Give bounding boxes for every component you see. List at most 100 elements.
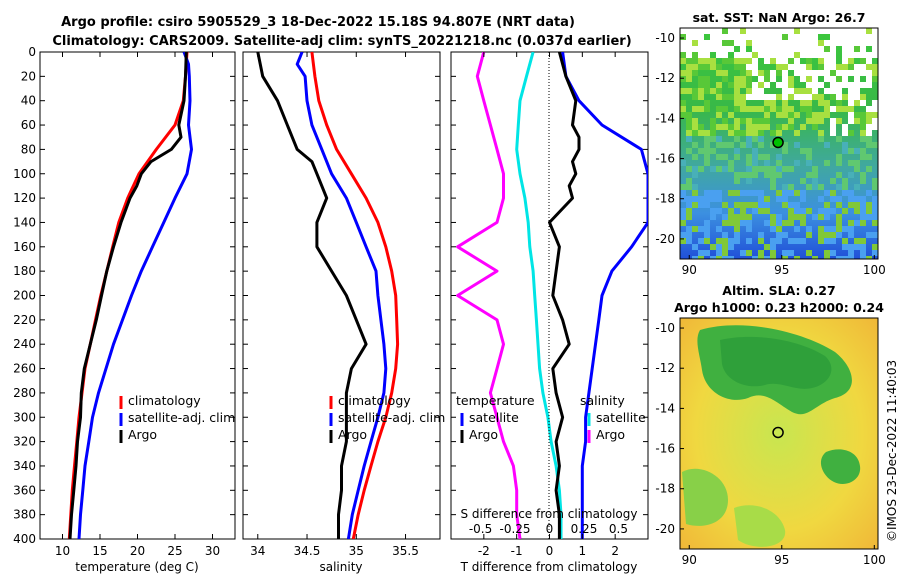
sst-cell: [872, 202, 878, 208]
sst-cell: [794, 112, 800, 118]
sst-cell: [860, 238, 866, 244]
sst-cell: [692, 52, 698, 58]
sst-cell: [740, 52, 746, 58]
legend-label-s-argo: Argo: [596, 427, 625, 442]
sst-cell: [866, 34, 872, 40]
sst-cell: [866, 82, 872, 88]
sst-cell: [728, 112, 734, 118]
sst-cell: [776, 226, 782, 232]
legend-label-satellite: satellite-adj. clim: [128, 410, 235, 425]
sst-cell: [746, 250, 752, 256]
sst-cell: [752, 94, 758, 100]
series-line-s-satellite-diff: [515, 52, 563, 539]
sst-cell: [704, 64, 710, 70]
sst-cell: [782, 40, 788, 46]
sst-cell: [806, 250, 812, 256]
series-line-climatology: [310, 52, 400, 539]
temperature-xlabel: temperature (deg C): [75, 560, 198, 574]
sst-cell: [800, 148, 806, 154]
x-tick-label: 10: [55, 544, 70, 558]
legend-label-s-satellite: satellite: [596, 410, 646, 425]
sst-cell: [788, 40, 794, 46]
sst-cell: [842, 184, 848, 190]
sst-cell: [746, 202, 752, 208]
sst-cell: [830, 124, 836, 130]
map-y-tick-label: -20: [655, 232, 675, 246]
y-tick-label: 140: [13, 215, 36, 229]
sst-cell: [770, 250, 776, 256]
sst-cell: [818, 112, 824, 118]
sst-cell: [782, 196, 788, 202]
sst-cell: [818, 208, 824, 214]
sst-cell: [776, 196, 782, 202]
sst-cell: [692, 256, 698, 259]
sst-cell: [722, 106, 728, 112]
sst-cell: [842, 106, 848, 112]
sst-cell: [830, 64, 836, 70]
sst-cell: [722, 70, 728, 76]
difference-lines: [456, 52, 648, 539]
sst-cell: [842, 58, 848, 64]
sdiff-tick-labels: -0.5 -0.25 0 0.25 0.5: [469, 522, 628, 536]
sst-cell: [818, 58, 824, 64]
sst-cell: [746, 214, 752, 220]
sst-cell: [704, 196, 710, 202]
sst-cell: [746, 106, 752, 112]
sst-cell: [818, 130, 824, 136]
sst-cell: [830, 76, 836, 82]
sst-cell: [704, 130, 710, 136]
sst-cell: [836, 64, 842, 70]
sst-cell: [776, 46, 782, 52]
sst-cell: [752, 154, 758, 160]
sst-cell: [704, 58, 710, 64]
sst-cell: [842, 28, 848, 34]
sst-cell: [698, 130, 704, 136]
sst-cell: [764, 220, 770, 226]
sst-cell: [788, 46, 794, 52]
sst-cell: [872, 46, 878, 52]
sst-cell: [686, 118, 692, 124]
sst-cell: [686, 178, 692, 184]
sst-cell: [860, 172, 866, 178]
sst-cell: [800, 64, 806, 70]
sst-cell: [770, 172, 776, 178]
sdiff-tick-label: 0.25: [571, 522, 598, 536]
sst-cell: [842, 142, 848, 148]
sst-cell: [716, 46, 722, 52]
sst-cell: [716, 94, 722, 100]
sst-cell: [740, 40, 746, 46]
sst-cell: [854, 112, 860, 118]
map-y-tick-label: -14: [655, 401, 675, 415]
sst-cell: [860, 112, 866, 118]
sst-cell: [860, 58, 866, 64]
sst-cell: [698, 196, 704, 202]
sst-cell: [752, 70, 758, 76]
sst-cell: [680, 184, 686, 190]
sst-cell: [872, 178, 878, 184]
sst-cell: [734, 34, 740, 40]
sst-cell: [866, 154, 872, 160]
sst-cell: [806, 112, 812, 118]
sst-cell: [806, 232, 812, 238]
sst-cell: [692, 34, 698, 40]
sst-cell: [704, 250, 710, 256]
sst-cell: [686, 238, 692, 244]
sst-cell: [746, 88, 752, 94]
sst-cell: [788, 124, 794, 130]
sst-cell: [866, 256, 872, 259]
sst-cell: [704, 136, 710, 142]
map-x-tick-label: 90: [682, 263, 697, 277]
sst-cell: [686, 124, 692, 130]
sst-cell: [860, 52, 866, 58]
sst-cell: [800, 94, 806, 100]
sst-cell: [722, 202, 728, 208]
sst-cell: [842, 40, 848, 46]
sst-cell: [860, 136, 866, 142]
sst-cell: [698, 52, 704, 58]
sst-cell: [680, 40, 686, 46]
sst-cell: [764, 100, 770, 106]
sst-cell: [794, 130, 800, 136]
sst-cell: [776, 124, 782, 130]
sst-cell: [698, 46, 704, 52]
sst-cell: [710, 88, 716, 94]
